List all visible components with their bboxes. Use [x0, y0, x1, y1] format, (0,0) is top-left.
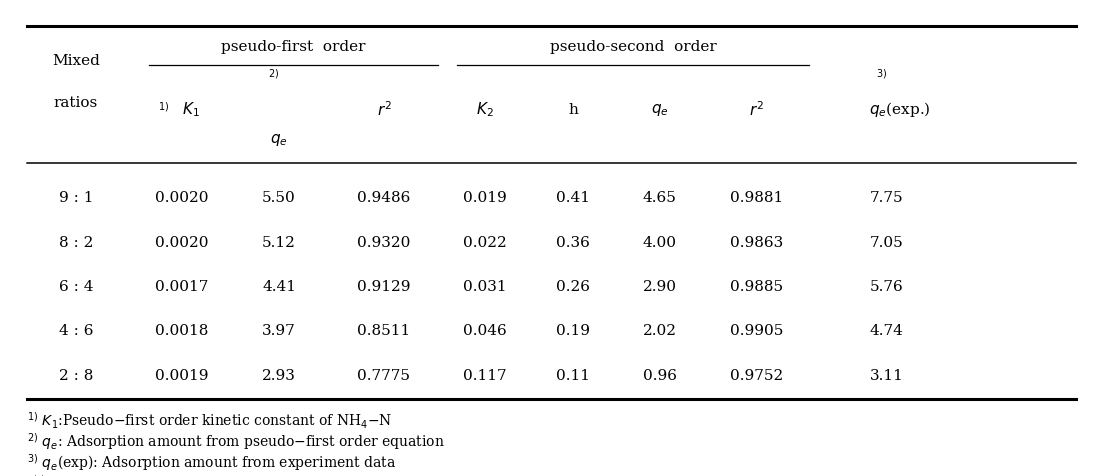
Text: 5.50: 5.50 — [263, 191, 296, 205]
Text: 0.031: 0.031 — [462, 280, 506, 294]
Text: 2.02: 2.02 — [643, 324, 676, 338]
Text: 4.65: 4.65 — [643, 191, 676, 205]
Text: 0.9905: 0.9905 — [730, 324, 783, 338]
Text: Mixed: Mixed — [52, 54, 100, 68]
Text: 0.41: 0.41 — [556, 191, 590, 205]
Text: 0.9863: 0.9863 — [730, 236, 783, 250]
Text: $K_1$: $K_1$ — [182, 100, 200, 119]
Text: 0.9885: 0.9885 — [730, 280, 783, 294]
Text: 6 : 4: 6 : 4 — [58, 280, 93, 294]
Text: 0.9881: 0.9881 — [730, 191, 783, 205]
Text: 4 : 6: 4 : 6 — [58, 324, 93, 338]
Text: $^{2)}$: $^{2)}$ — [268, 70, 279, 84]
Text: 2 : 8: 2 : 8 — [58, 368, 93, 383]
Text: 0.0019: 0.0019 — [156, 368, 208, 383]
Text: pseudo-second  order: pseudo-second order — [549, 40, 717, 54]
Text: 2.90: 2.90 — [643, 280, 676, 294]
Text: 9 : 1: 9 : 1 — [58, 191, 93, 205]
Text: 0.0018: 0.0018 — [156, 324, 208, 338]
Text: $r^2$: $r^2$ — [749, 100, 764, 119]
Text: 0.9320: 0.9320 — [357, 236, 410, 250]
Text: ($^{**}$denote significance at 1.0%levels.): ($^{**}$denote significance at 1.0%level… — [28, 474, 292, 476]
Text: 0.8511: 0.8511 — [357, 324, 410, 338]
Text: 0.046: 0.046 — [462, 324, 506, 338]
Text: 3.11: 3.11 — [869, 368, 903, 383]
Text: 0.7775: 0.7775 — [357, 368, 410, 383]
Text: 4.74: 4.74 — [869, 324, 903, 338]
Text: 0.26: 0.26 — [556, 280, 590, 294]
Text: 0.19: 0.19 — [556, 324, 590, 338]
Text: 0.0020: 0.0020 — [156, 236, 208, 250]
Text: 0.117: 0.117 — [462, 368, 506, 383]
Text: $^{1)}$: $^{1)}$ — [158, 103, 169, 117]
Text: 4.00: 4.00 — [643, 236, 676, 250]
Text: h: h — [568, 103, 578, 117]
Text: $^{3)}$ $q_e$(exp): Adsorption amount from experiment data: $^{3)}$ $q_e$(exp): Adsorption amount fr… — [28, 453, 396, 474]
Text: 0.019: 0.019 — [462, 191, 506, 205]
Text: ratios: ratios — [54, 96, 98, 110]
Text: $r^2$: $r^2$ — [376, 100, 392, 119]
Text: 0.11: 0.11 — [556, 368, 590, 383]
Text: 0.36: 0.36 — [556, 236, 590, 250]
Text: 5.12: 5.12 — [263, 236, 296, 250]
Text: $q_e$(exp.): $q_e$(exp.) — [869, 100, 930, 119]
Text: 2.93: 2.93 — [263, 368, 296, 383]
Text: 0.0017: 0.0017 — [156, 280, 208, 294]
Text: $K_2$: $K_2$ — [475, 100, 493, 119]
Text: $^{3)}$: $^{3)}$ — [876, 70, 887, 84]
Text: 0.96: 0.96 — [643, 368, 676, 383]
Text: 0.022: 0.022 — [462, 236, 506, 250]
Text: pseudo-first  order: pseudo-first order — [222, 40, 366, 54]
Text: 4.41: 4.41 — [263, 280, 296, 294]
Text: 8 : 2: 8 : 2 — [58, 236, 93, 250]
Text: 0.9129: 0.9129 — [357, 280, 410, 294]
Text: 0.9752: 0.9752 — [730, 368, 783, 383]
Text: 3.97: 3.97 — [263, 324, 296, 338]
Text: 7.05: 7.05 — [870, 236, 903, 250]
Text: 0.9486: 0.9486 — [357, 191, 410, 205]
Text: $^{2)}$ $q_e$: Adsorption amount from pseudo$-$first order equation: $^{2)}$ $q_e$: Adsorption amount from ps… — [28, 432, 446, 453]
Text: $q_e$: $q_e$ — [270, 132, 288, 148]
Text: $q_e$: $q_e$ — [651, 102, 668, 118]
Text: 7.75: 7.75 — [870, 191, 903, 205]
Text: 0.0020: 0.0020 — [156, 191, 208, 205]
Text: 5.76: 5.76 — [870, 280, 903, 294]
Text: $^{1)}$ $K_1$:Pseudo$-$first order kinetic constant of NH$_4$$-$N: $^{1)}$ $K_1$:Pseudo$-$first order kinet… — [28, 411, 393, 431]
